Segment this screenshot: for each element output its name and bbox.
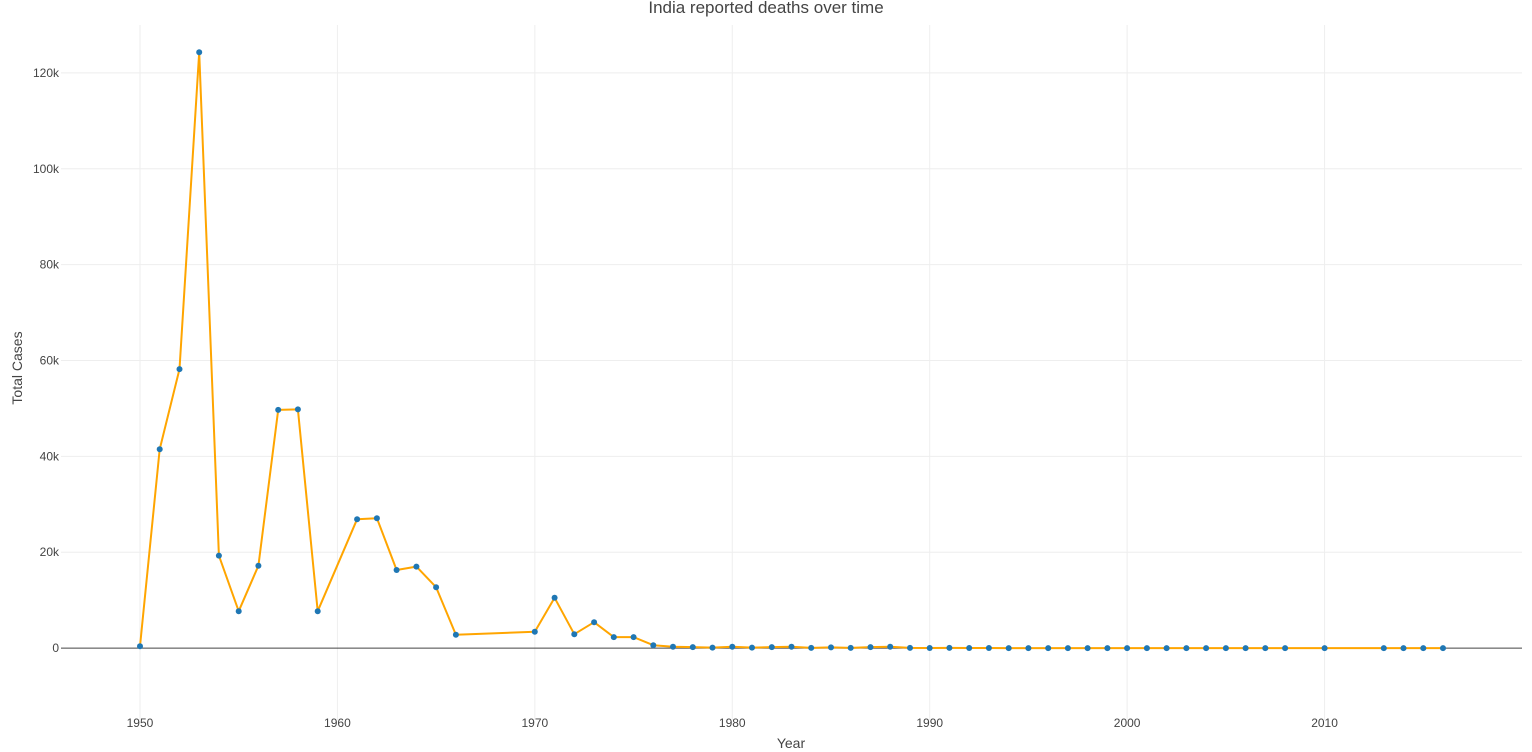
data-point [354, 516, 361, 523]
data-point [393, 567, 400, 573]
series-line [139, 51, 1443, 650]
data-point [156, 446, 163, 453]
data-point [926, 645, 933, 651]
y-tick-label: 60k [40, 354, 60, 368]
data-point [749, 644, 755, 651]
data-point [137, 643, 143, 650]
data-point [847, 644, 854, 651]
data-point [433, 584, 440, 591]
data-point [907, 644, 913, 651]
data-point [1282, 645, 1289, 652]
y-tick-label: 20k [40, 545, 60, 559]
y-tick-label: 80k [40, 258, 60, 272]
data-point [571, 631, 578, 638]
x-axis-title: Year [777, 735, 806, 751]
data-point [413, 563, 420, 570]
data-point [531, 628, 538, 635]
data-point [1440, 645, 1446, 652]
y-tick-labels: 0 20k 40k 60k 80k 100k 120k [33, 66, 60, 655]
x-tick-label: 1980 [719, 716, 746, 730]
data-point [689, 644, 696, 651]
data-point [1005, 645, 1012, 652]
data-point [1400, 645, 1407, 652]
data-point [1064, 645, 1071, 652]
data-point [709, 644, 716, 651]
data-point [1045, 645, 1052, 652]
data-point [1222, 645, 1229, 652]
series-markers [137, 49, 1446, 652]
data-point [1380, 645, 1387, 652]
data-point [887, 643, 894, 650]
data-point [235, 608, 242, 615]
y-axis-title: Total Cases [9, 331, 25, 404]
data-point [1104, 645, 1111, 652]
data-point [294, 406, 301, 413]
data-point [275, 406, 282, 413]
data-point [176, 366, 183, 373]
data-point [966, 645, 973, 651]
data-point [788, 643, 795, 650]
x-tick-label: 2010 [1311, 716, 1338, 730]
y-tick-label: 120k [33, 66, 60, 80]
data-point [808, 644, 815, 651]
data-point [1242, 645, 1249, 652]
data-point [314, 608, 321, 615]
data-point [452, 631, 459, 638]
data-point [591, 619, 598, 626]
y-tick-label: 100k [33, 162, 60, 176]
data-point [215, 552, 222, 559]
data-point [670, 643, 676, 650]
data-point [1143, 645, 1150, 652]
y-tick-label: 40k [40, 449, 60, 463]
data-point [1420, 645, 1427, 652]
data-point [650, 642, 657, 649]
x-tick-label: 1950 [127, 716, 154, 730]
x-tick-labels: 1950 1960 1970 1980 1990 2000 2010 [127, 716, 1339, 730]
x-tick-label: 1960 [324, 716, 351, 730]
y-tick-label: 0 [52, 641, 59, 655]
data-point [1183, 645, 1190, 652]
data-point [551, 594, 558, 601]
data-point [828, 644, 834, 651]
chart-title: India reported deaths over time [648, 0, 883, 17]
data-point [373, 515, 380, 522]
data-point [1124, 645, 1131, 652]
data-point [1084, 645, 1091, 652]
data-point [630, 634, 637, 641]
x-tick-label: 2000 [1114, 716, 1141, 730]
data-point [729, 643, 736, 650]
data-point [946, 644, 953, 651]
data-point [985, 645, 992, 651]
data-point [1321, 645, 1328, 652]
data-point [867, 644, 874, 651]
x-tick-label: 1990 [916, 716, 943, 730]
x-tick-label: 1970 [521, 716, 548, 730]
data-point [255, 562, 262, 569]
data-point [1163, 645, 1170, 652]
y-gridlines [61, 72, 1522, 553]
data-point [768, 644, 775, 651]
data-point [1203, 645, 1210, 652]
data-point [1262, 645, 1269, 652]
data-point [1025, 645, 1032, 652]
x-gridlines [139, 25, 1326, 720]
data-point [610, 634, 617, 641]
data-point [196, 49, 203, 56]
